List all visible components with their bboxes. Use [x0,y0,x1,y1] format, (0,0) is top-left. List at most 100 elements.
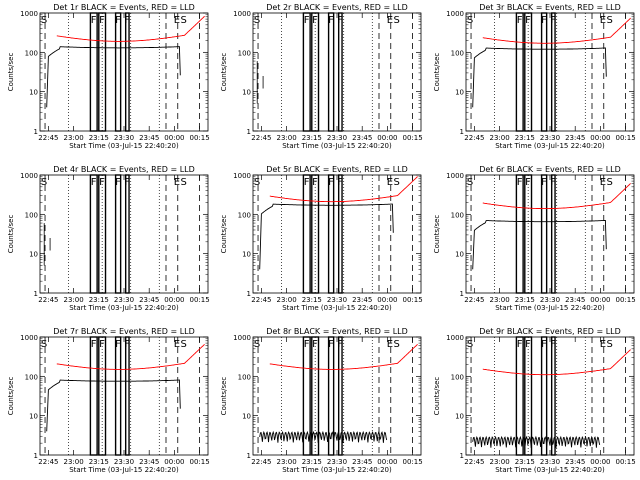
lld-series-line [482,183,631,210]
x-tick-label: 00:00 [164,134,184,142]
event-label-s: S [41,15,47,26]
x-axis-label: Start Time (03-Jul-15 22:40:20) [495,466,605,474]
event-label-e: E [174,177,180,188]
saa-interval [98,174,107,294]
x-tick-label: 23:30 [327,458,347,466]
y-tick-label: 100 [238,373,251,381]
event-label-e: E [174,15,180,26]
y-tick-label: 100 [25,49,38,57]
x-tick-label: 22:45 [251,296,271,304]
event-label-f: F [124,339,130,350]
x-tick-label: 22:45 [464,296,484,304]
event-label-s: S [467,15,473,26]
x-tick-label: 00:00 [164,296,184,304]
saa-interval [302,12,311,132]
saa-interval [515,12,524,132]
x-tick-label: 23:45 [139,296,159,304]
y-tick-label: 10 [242,89,251,97]
event-label-f: F [550,177,556,188]
lld-series-line [56,343,205,370]
panel-title: Det 8r BLACK = Events, RED = LLD [266,327,408,336]
event-label-f: F [550,15,556,26]
y-axis-label: Counts/sec [433,215,441,254]
y-tick-label: 100 [238,49,251,57]
saa-interval [98,336,107,456]
y-tick-label: 1000 [446,172,464,180]
event-label-f: F [115,15,121,26]
saa-interval [515,174,524,294]
event-label-e: E [387,15,393,26]
event-label-e: E [600,339,606,350]
y-tick-label: 10 [455,413,464,421]
saa-interval [524,336,533,456]
x-tick-label: 23:45 [352,134,372,142]
panel-3: Det 3r BLACK = Events, RED = LLD 1 10 100 10… [433,3,636,150]
event-label-f: F [304,177,310,188]
event-label-s: S [41,177,47,188]
y-tick-label: 1000 [20,10,38,18]
y-tick-label: 1 [460,452,464,460]
lld-series-line [482,349,631,376]
y-tick-label: 1000 [20,334,38,342]
event-label-s: S [393,15,399,26]
saa-interval [302,174,311,294]
x-tick-label: 00:00 [377,458,397,466]
saa-interval [337,174,343,294]
y-axis-label: Counts/sec [220,215,228,254]
x-tick-label: 23:15 [302,458,322,466]
panel-8: Det 8r BLACK = Events, RED = LLD 1 10 100 10… [220,327,423,474]
y-tick-label: 1 [34,452,38,460]
saa-interval [337,336,343,456]
lld-series-line [56,15,205,42]
y-axis-label: Counts/sec [220,53,228,92]
panel-4: Det 4r BLACK = Events, RED = LLD 1 10 100 10… [7,165,210,312]
x-tick-label: 00:15 [190,296,210,304]
saa-interval [515,336,524,456]
saa-interval [327,174,335,294]
y-tick-label: 1 [247,290,251,298]
event-label-f: F [525,339,531,350]
event-label-e: E [600,15,606,26]
saa-interval [550,336,556,456]
x-tick-label: 00:15 [616,458,636,466]
x-axis-label: Start Time (03-Jul-15 22:40:20) [69,466,179,474]
event-label-s: S [606,177,612,188]
event-label-f: F [541,177,547,188]
saa-interval [114,174,122,294]
saa-interval [524,174,533,294]
plot-frame [252,174,422,294]
event-label-f: F [304,339,310,350]
events-series-line [46,46,181,108]
event-label-f: F [337,15,343,26]
event-label-s: S [180,177,186,188]
x-axis-label: Start Time (03-Jul-15 22:40:20) [282,466,392,474]
saa-interval [114,336,122,456]
plot-frame [465,336,635,456]
saa-interval [311,12,320,132]
y-tick-label: 10 [455,251,464,259]
saa-interval [302,336,311,456]
x-tick-label: 23:30 [114,458,134,466]
event-label-s: S [606,15,612,26]
saa-interval [98,12,107,132]
panel-title: Det 2r BLACK = Events, RED = LLD [266,3,408,12]
x-tick-label: 23:15 [89,296,109,304]
plot-frame [39,12,209,132]
x-tick-label: 00:15 [403,296,423,304]
event-label-f: F [550,339,556,350]
y-axis-label: Counts/sec [7,377,15,416]
x-tick-label: 23:15 [515,458,535,466]
x-tick-label: 23:30 [327,134,347,142]
y-tick-label: 1 [34,128,38,136]
saa-interval [524,12,533,132]
x-tick-label: 23:30 [540,296,560,304]
y-axis-label: Counts/sec [7,53,15,92]
y-tick-label: 10 [29,413,38,421]
x-tick-label: 23:15 [515,134,535,142]
x-tick-label: 00:00 [590,458,610,466]
panel-title: Det 5r BLACK = Events, RED = LLD [266,165,408,174]
panel-title: Det 4r BLACK = Events, RED = LLD [53,165,195,174]
saa-interval [124,12,130,132]
x-tick-label: 23:00 [277,296,297,304]
